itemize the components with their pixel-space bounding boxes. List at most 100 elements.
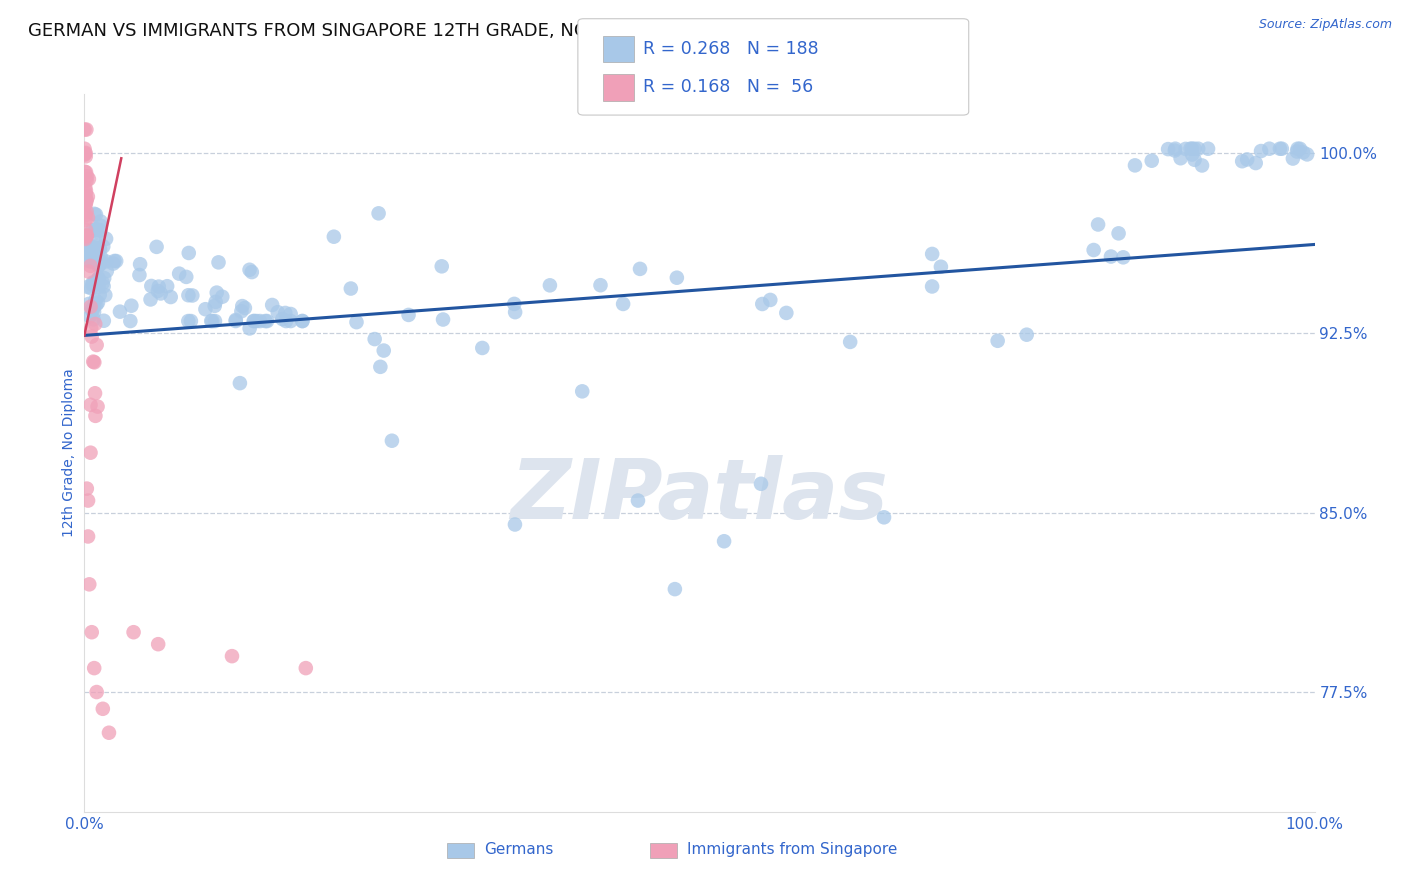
Point	[225, 313, 247, 327]
Point	[211, 290, 233, 304]
Point	[91, 239, 114, 253]
Point	[1296, 147, 1319, 161]
Point	[987, 334, 1010, 348]
Point	[291, 314, 314, 328]
Point	[76, 228, 98, 243]
Point	[80, 239, 103, 253]
Point	[1184, 142, 1206, 156]
Point	[775, 306, 797, 320]
Point	[83, 661, 105, 675]
Point	[83, 246, 105, 260]
Point	[373, 343, 395, 358]
Point	[90, 250, 112, 264]
Point	[1268, 142, 1291, 156]
Point	[503, 305, 526, 319]
Point	[79, 243, 101, 257]
Text: GERMAN VS IMMIGRANTS FROM SINGAPORE 12TH GRADE, NO DIPLOMA CORRELATION CHART: GERMAN VS IMMIGRANTS FROM SINGAPORE 12TH…	[28, 22, 876, 40]
Point	[1282, 152, 1305, 166]
Point	[82, 252, 104, 267]
Point	[77, 264, 100, 278]
Point	[105, 254, 128, 268]
Point	[75, 198, 97, 212]
Point	[96, 264, 118, 278]
Point	[204, 299, 226, 313]
Point	[1250, 144, 1272, 158]
Point	[73, 146, 96, 161]
Point	[1164, 144, 1187, 158]
Point	[1181, 147, 1204, 161]
Point	[80, 254, 103, 268]
Point	[1230, 154, 1253, 169]
Point	[87, 259, 110, 273]
Point	[1087, 218, 1109, 232]
Point	[93, 279, 115, 293]
Point	[180, 314, 202, 328]
Point	[1191, 159, 1213, 173]
Point	[83, 305, 105, 319]
Point	[89, 214, 111, 228]
Point	[89, 258, 111, 272]
Point	[751, 297, 773, 311]
Point	[242, 314, 264, 328]
Point	[141, 279, 163, 293]
Point	[120, 314, 142, 328]
Point	[194, 302, 217, 317]
Point	[87, 295, 110, 310]
Point	[87, 279, 110, 293]
Point	[87, 271, 110, 285]
Point	[103, 256, 125, 270]
Point	[75, 232, 97, 246]
Point	[1140, 153, 1163, 168]
Point	[79, 577, 101, 591]
Point	[538, 278, 561, 293]
Point	[80, 281, 103, 295]
Point	[77, 254, 100, 268]
Point	[75, 193, 97, 207]
Point	[84, 223, 107, 237]
Point	[221, 649, 243, 664]
Point	[271, 312, 294, 326]
Point	[77, 493, 100, 508]
Point	[75, 145, 97, 160]
Point	[1174, 142, 1197, 156]
Point	[1271, 142, 1294, 156]
Point	[90, 219, 112, 233]
Point	[75, 186, 97, 201]
Point	[432, 312, 454, 326]
Point	[84, 232, 107, 246]
Point	[83, 298, 105, 312]
Point	[76, 189, 98, 203]
Point	[98, 725, 120, 739]
Point	[76, 482, 98, 496]
Point	[612, 297, 634, 311]
Point	[96, 254, 118, 268]
Point	[921, 279, 943, 293]
Point	[93, 314, 115, 328]
Point	[225, 314, 247, 328]
Point	[80, 251, 103, 265]
Point	[370, 359, 392, 374]
Text: ZIPatlas: ZIPatlas	[510, 455, 889, 536]
Point	[627, 493, 650, 508]
Point	[1083, 243, 1105, 257]
Point	[1112, 250, 1135, 264]
Point	[254, 314, 277, 328]
Point	[94, 232, 117, 246]
Point	[148, 279, 170, 293]
Point	[243, 314, 266, 328]
Point	[79, 310, 101, 324]
Point	[86, 239, 108, 253]
Point	[82, 277, 104, 292]
Point	[76, 169, 98, 184]
Point	[1292, 145, 1315, 160]
Point	[80, 625, 103, 640]
Point	[229, 376, 252, 391]
Point	[322, 229, 344, 244]
Point	[201, 314, 224, 328]
Point	[86, 338, 108, 352]
Point	[75, 165, 97, 179]
Point	[239, 321, 262, 335]
Point	[91, 702, 114, 716]
Point	[79, 300, 101, 314]
Point	[262, 298, 284, 312]
